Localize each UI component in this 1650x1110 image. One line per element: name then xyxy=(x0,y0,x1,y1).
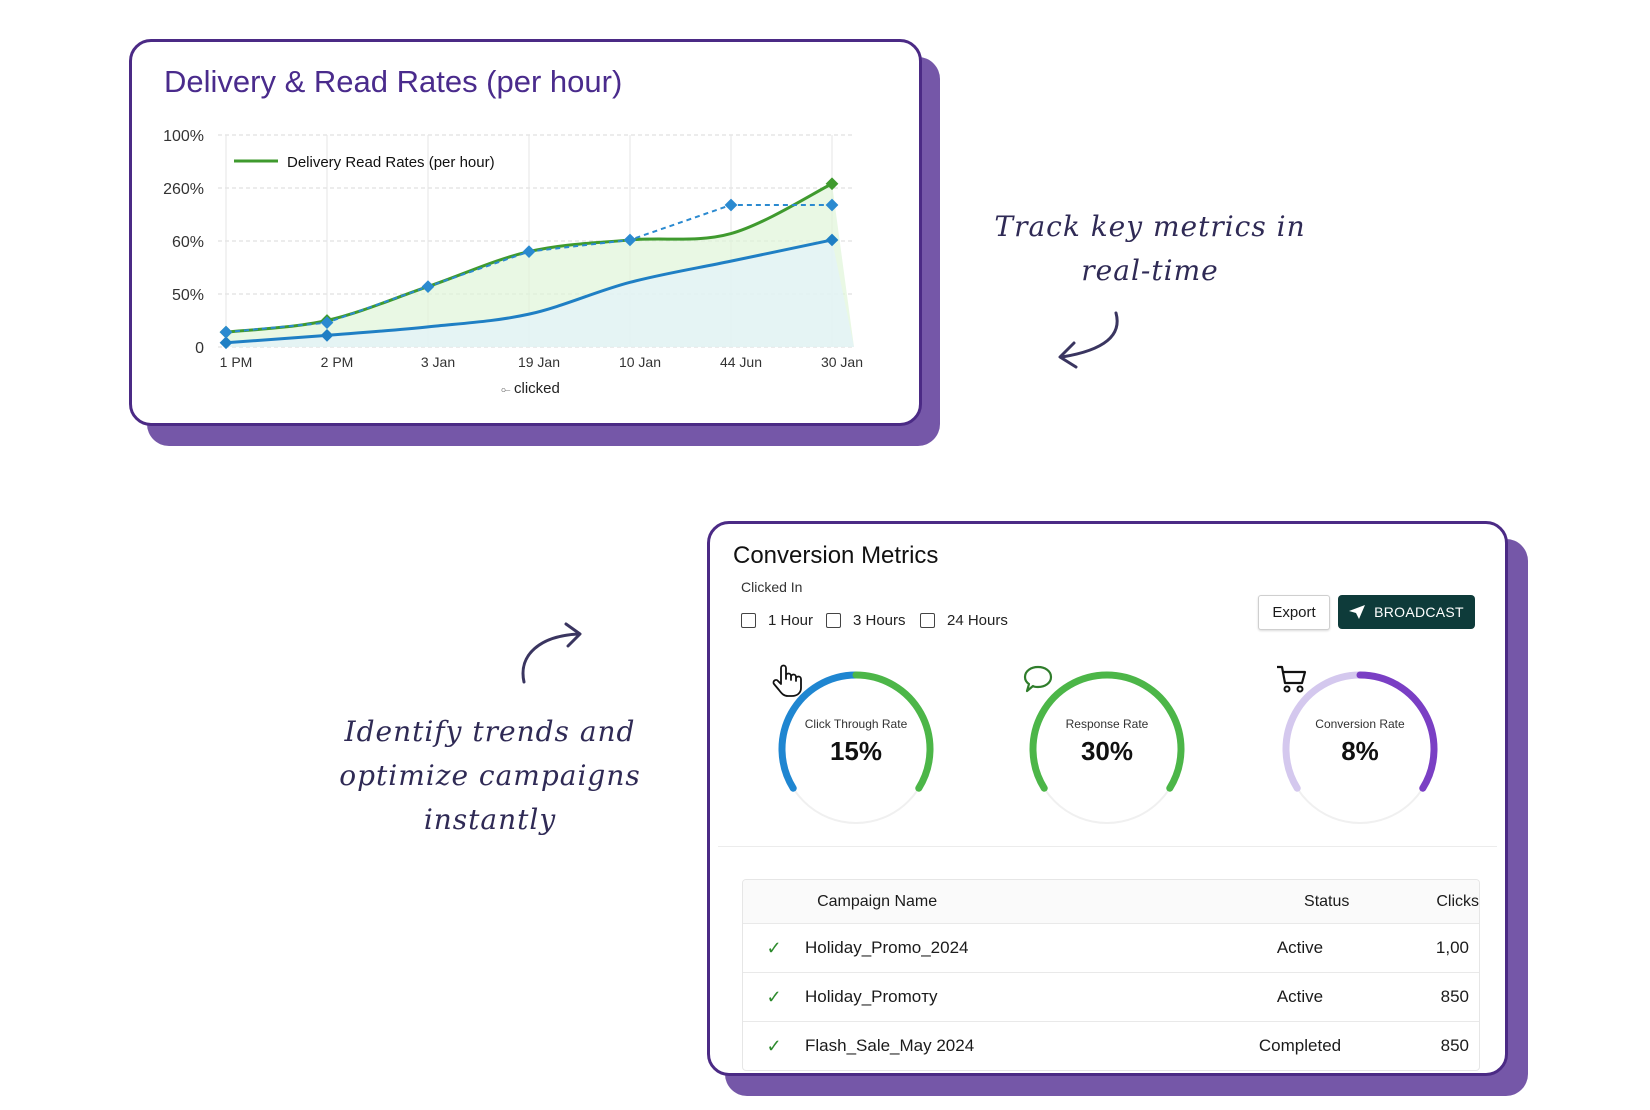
conversion-title: Conversion Metrics xyxy=(733,542,939,569)
data-point xyxy=(219,336,233,350)
campaign-name: Holiday_Promo_2024 xyxy=(805,938,969,957)
gauge-label: Click Through Rate xyxy=(804,717,908,731)
check-icon: ✓ xyxy=(766,1035,782,1056)
y-tick-label: 0 xyxy=(195,340,204,357)
y-tick-label: 60% xyxy=(172,234,204,251)
campaign-table: Campaign Name Status Clicks ✓ Holiday_Pr… xyxy=(742,879,1480,1071)
annotation-line: optimize campaigns instantly xyxy=(339,759,641,836)
gauge-arc xyxy=(1282,671,1364,792)
y-tick-label: 100% xyxy=(163,128,204,145)
gauge-ring xyxy=(778,671,934,824)
x-tick-label: 10 Jan xyxy=(619,354,661,370)
checkbox-label: 24 Hours xyxy=(947,612,1008,629)
checkbox-box[interactable] xyxy=(741,613,756,628)
broadcast-button[interactable]: BROADCAST xyxy=(1338,595,1475,629)
data-point xyxy=(320,316,334,329)
checkbox-box[interactable] xyxy=(826,613,841,628)
gauge-value: 15% xyxy=(829,736,883,766)
y-tick-label: 50% xyxy=(172,287,204,304)
annotation-line: Identify trends and xyxy=(344,715,636,748)
header-campaign-name[interactable]: Campaign Name xyxy=(817,892,938,910)
export-button[interactable]: Export xyxy=(1258,595,1330,630)
x-tick-label: 2 PM xyxy=(321,354,354,370)
x-tick-label: 1 PM xyxy=(220,354,253,370)
gauge-arc xyxy=(778,671,860,792)
campaign-clicks: 850 xyxy=(1440,987,1469,1006)
campaign-clicks: 1,00 xyxy=(1435,938,1469,957)
annotation-line: real-time xyxy=(1081,254,1219,287)
annotation-track-metrics: Track key metrics in real-time xyxy=(960,205,1340,293)
x-tick-label: 30 Jan xyxy=(821,354,863,370)
header-clicks[interactable]: Clicks xyxy=(1436,892,1479,910)
shopping-cart-icon xyxy=(1277,665,1307,693)
check-icon: ✓ xyxy=(766,937,782,958)
curved-arrow-icon xyxy=(521,622,582,684)
x-tick-label: 44 Jun xyxy=(720,354,762,370)
data-point xyxy=(320,328,334,342)
annotation-line: Track key metrics in xyxy=(994,210,1306,243)
campaign-status: Active xyxy=(1276,987,1324,1006)
gauge-click-through-rate: Click Through Rate 15% xyxy=(771,664,941,834)
data-point xyxy=(421,280,435,293)
gauge-ring xyxy=(1282,671,1438,824)
campaign-name: Holiday_Promoтy xyxy=(805,987,938,1006)
x-tick-label: 3 Jan xyxy=(421,354,455,370)
check-icon: ✓ xyxy=(766,986,782,1007)
filter-24-hours-checkbox[interactable]: 24 Hours xyxy=(920,612,1008,629)
y-tick-label: 260% xyxy=(163,181,204,198)
clicked-in-label: Clicked In xyxy=(741,579,803,595)
gauge-label: Conversion Rate xyxy=(1315,717,1405,731)
campaign-clicks: 850 xyxy=(1440,1036,1469,1055)
gauge-value: 8% xyxy=(1341,736,1379,766)
checkbox-box[interactable] xyxy=(920,613,935,628)
send-icon xyxy=(1349,605,1366,619)
header-status[interactable]: Status xyxy=(1304,892,1350,910)
checkbox-label: 1 Hour xyxy=(768,612,814,629)
series-area xyxy=(226,239,854,347)
delivery-read-rates-card: Delivery & Read Rates (per hour) 0 50% 60%… xyxy=(129,39,922,426)
legend-label: Delivery Read Rates (per hour) xyxy=(287,154,495,171)
data-point xyxy=(724,198,738,212)
gauge-conversion-rate: Conversion Rate 8% xyxy=(1275,664,1445,834)
table-row[interactable]: ✓ Flash_Sale_May 2024 Completed 850 xyxy=(743,1021,1479,1070)
speech-bubble-icon xyxy=(1023,665,1053,693)
campaign-status: Completed xyxy=(1258,1036,1342,1055)
campaign-status: Active xyxy=(1276,938,1324,957)
annotation-identify-trends: Identify trends and optimize campaigns i… xyxy=(270,710,710,842)
filter-3-hours-checkbox[interactable]: 3 Hours xyxy=(826,612,906,629)
table-row[interactable]: ✓ Holiday_Promo_2024 Active 1,00 xyxy=(743,923,1479,972)
broadcast-label: BROADCAST xyxy=(1374,604,1464,620)
pointer-hand-icon xyxy=(772,664,802,697)
section-divider xyxy=(718,846,1497,847)
gauge-ring xyxy=(1029,671,1185,824)
legend-label: clicked xyxy=(514,380,560,397)
table-row[interactable]: ✓ Holiday_Promoтy Active 850 xyxy=(743,972,1479,1021)
conversion-metrics-card: Conversion Metrics Clicked In 1 Hour 3 H… xyxy=(707,521,1508,1076)
gauge-arc xyxy=(1356,671,1438,792)
table-header-row: Campaign Name Status Clicks xyxy=(743,880,1479,923)
gauge-label: Response Rate xyxy=(1065,717,1149,731)
checkbox-label: 3 Hours xyxy=(853,612,906,629)
gauge-arc xyxy=(852,671,934,792)
line-chart: 0 50% 60% 260% 100% 1 PM 2 PM 3 Jan 19 Jan 10 Jan… xyxy=(163,128,863,397)
campaign-name: Flash_Sale_May 2024 xyxy=(805,1036,975,1055)
gauge-arc xyxy=(1029,671,1111,792)
curved-arrow-icon xyxy=(1058,311,1119,369)
gauge-arc xyxy=(1103,671,1185,792)
x-tick-label: 19 Jan xyxy=(518,354,560,370)
gauge-value: 30% xyxy=(1080,736,1134,766)
chart-title: Delivery & Read Rates (per hour) xyxy=(164,64,623,99)
data-point xyxy=(219,325,233,339)
legend-marker: ⟜ xyxy=(501,382,511,396)
filter-1-hour-checkbox[interactable]: 1 Hour xyxy=(741,612,813,629)
gauge-response-rate: Response Rate 30% xyxy=(1022,664,1192,834)
